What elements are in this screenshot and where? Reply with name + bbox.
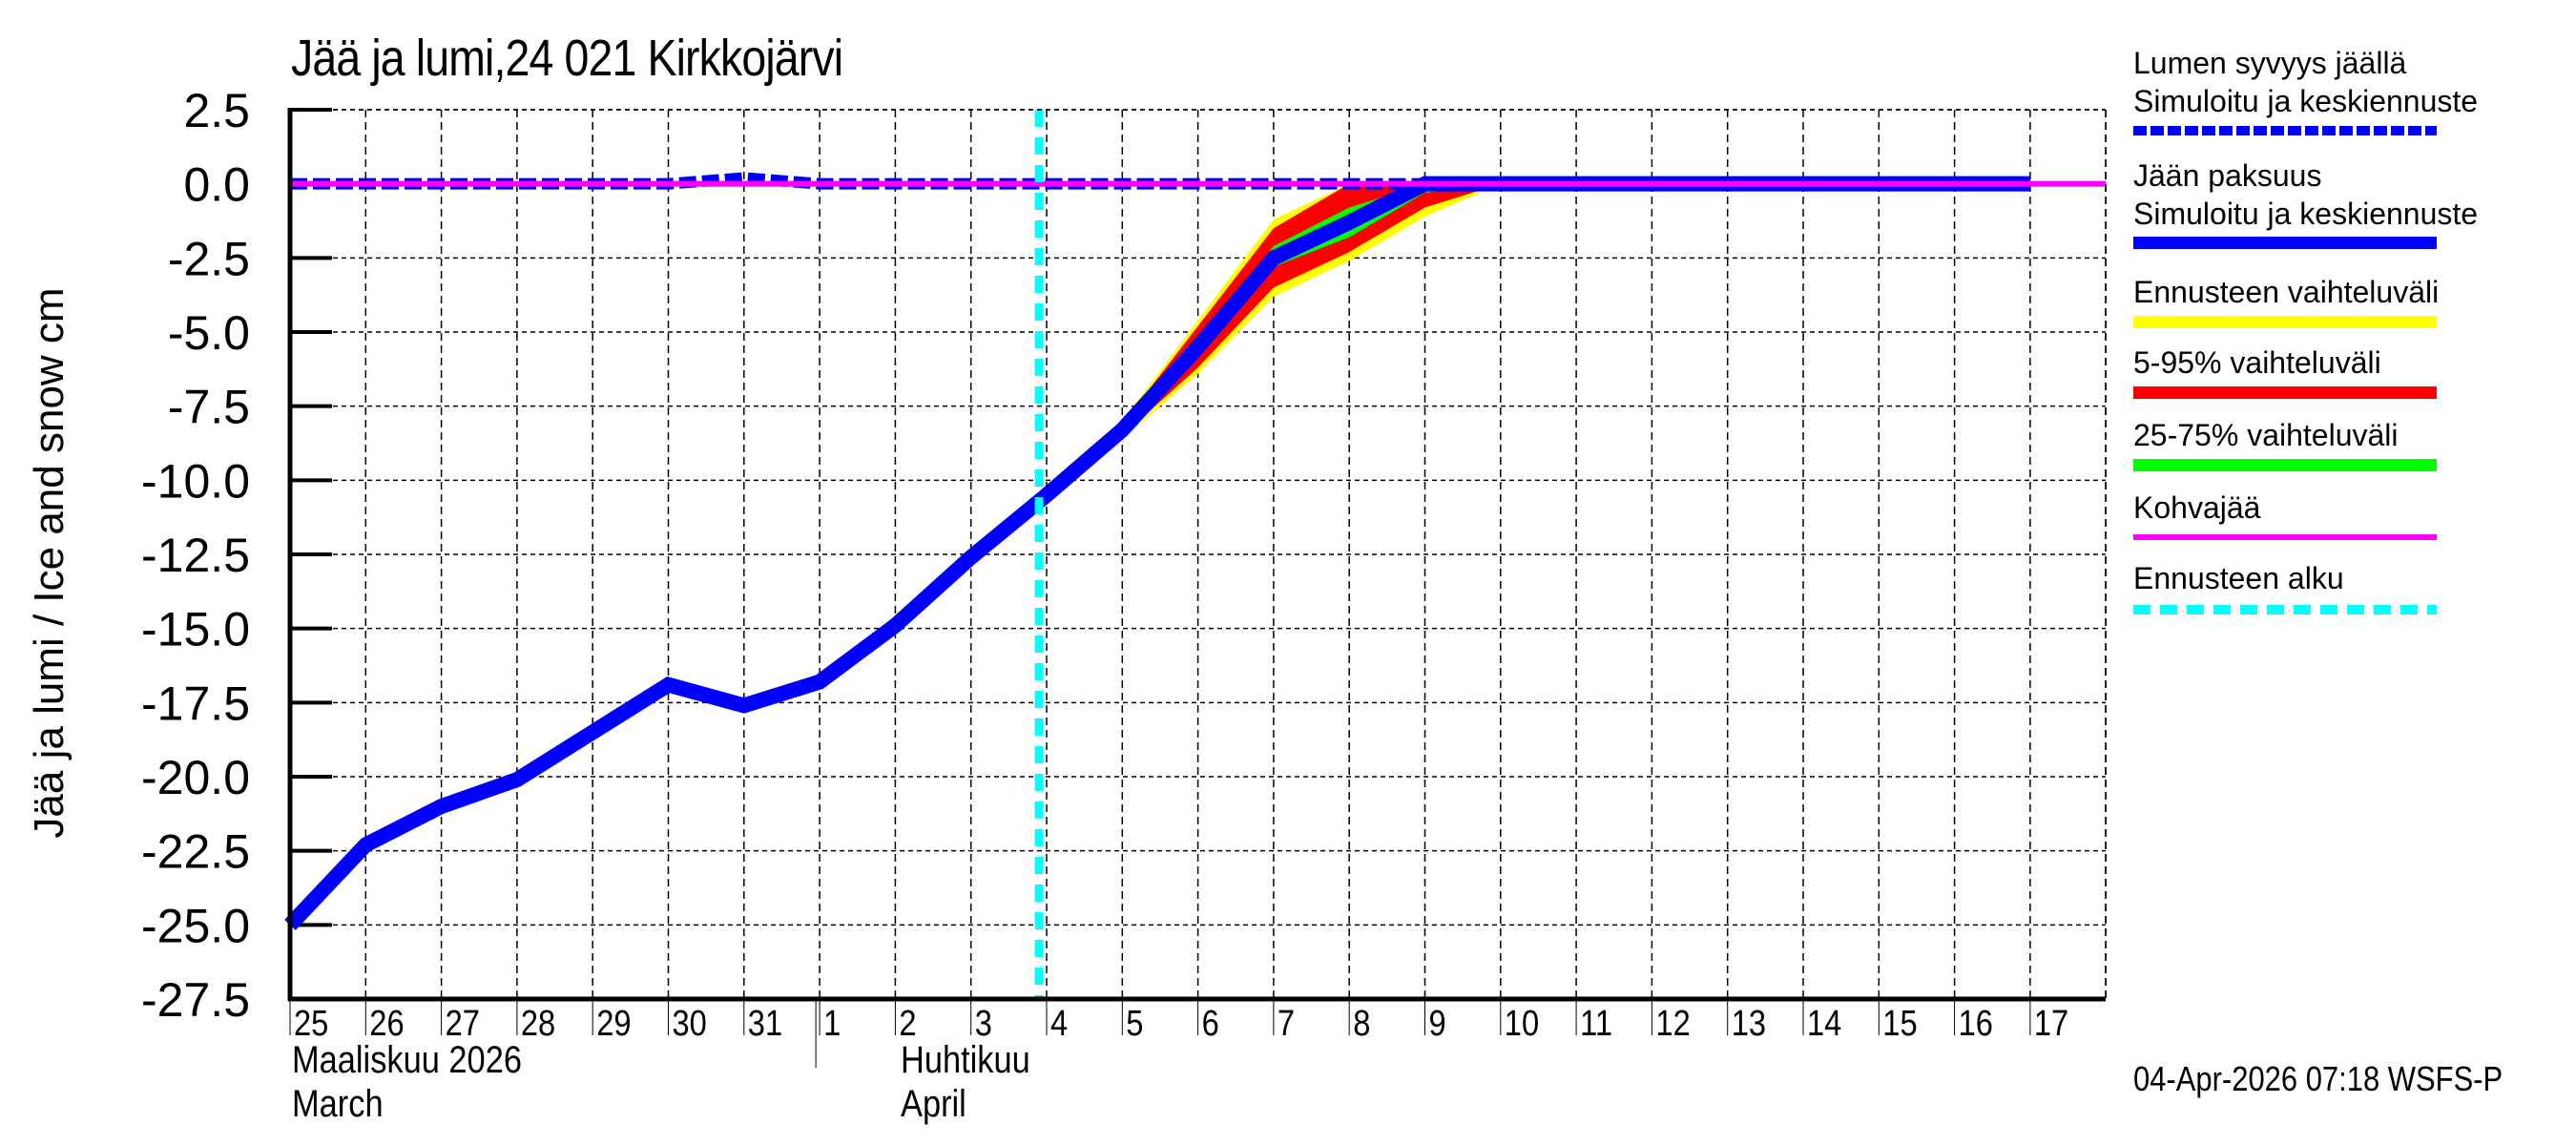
x-tick-label: 6	[1202, 1003, 1219, 1044]
legend-label: 5-95% vaihteluväli	[2133, 345, 2381, 380]
x-tick-label: 15	[1882, 1003, 1917, 1044]
y-tick-label: -5.0	[168, 306, 250, 360]
y-tick-label: -22.5	[141, 825, 250, 879]
legend-swatch-dotted-blue	[2133, 126, 2437, 135]
month-label-april-fi: Huhtikuu	[901, 1039, 1030, 1081]
legend-item-slush-ice: Kohvajää	[2133, 489, 2572, 540]
legend-sublabel: Simuloitu ja keskiennuste	[2133, 84, 2479, 118]
month-label-march: Maaliskuu 2026 March	[292, 1038, 522, 1126]
x-tick-label: 12	[1655, 1003, 1690, 1044]
x-tick-label: 30	[672, 1003, 706, 1044]
y-tick-label: -7.5	[168, 381, 250, 434]
y-tick-label: 2.5	[183, 84, 250, 137]
legend-item-snow-depth: Lumen syvyys jäällä Simuloitu ja keskien…	[2133, 44, 2572, 135]
month-label-april-en: April	[901, 1083, 966, 1125]
x-tick-label: 29	[596, 1003, 631, 1044]
x-tick-label: 2	[899, 1003, 916, 1044]
y-tick-label: -10.0	[141, 454, 250, 508]
legend-item-5-95: 5-95% vaihteluväli	[2133, 344, 2572, 399]
x-tick-label: 28	[521, 1003, 555, 1044]
legend-swatch-solid-blue	[2133, 237, 2437, 249]
x-tick-label: 3	[975, 1003, 992, 1044]
x-tick-label: 11	[1580, 1003, 1612, 1044]
legend-label: Ennusteen alku	[2133, 561, 2344, 595]
y-tick-label: -15.0	[141, 603, 250, 656]
legend-label: Kohvajää	[2133, 490, 2261, 525]
y-tick-label: -17.5	[141, 677, 250, 730]
month-label-april: Huhtikuu April	[901, 1038, 1030, 1126]
x-tick-label: 5	[1126, 1003, 1143, 1044]
x-tick-label: 16	[1959, 1003, 1993, 1044]
y-axis-label: Jää ja lumi / Ice and snow cm	[26, 287, 73, 839]
month-label-march-en: March	[292, 1083, 384, 1125]
legend-label: Lumen syvyys jäällä	[2133, 46, 2407, 80]
legend-swatch-yellow	[2133, 316, 2437, 328]
y-tick-label: -2.5	[168, 232, 250, 285]
x-tick-label: 9	[1429, 1003, 1446, 1044]
x-tick-label: 10	[1505, 1003, 1539, 1044]
x-tick-label: 14	[1807, 1003, 1841, 1044]
month-label-march-fi: Maaliskuu 2026	[292, 1039, 522, 1081]
legend-swatch-cyan-dashed	[2133, 605, 2437, 614]
legend-item-ice-thickness: Jään paksuus Simuloitu ja keskiennuste	[2133, 156, 2572, 249]
legend-swatch-magenta	[2133, 534, 2437, 540]
y-tick-label: 0.0	[183, 158, 250, 212]
legend-label: Jään paksuus	[2133, 158, 2322, 193]
legend-item-forecast-range: Ennusteen vaihteluväli	[2133, 273, 2572, 328]
x-tick-label: 31	[748, 1003, 782, 1044]
x-tick-label: 4	[1050, 1003, 1068, 1044]
x-tick-label: 25	[294, 1003, 328, 1044]
x-tick-label: 27	[446, 1003, 480, 1044]
y-tick-label: -20.0	[141, 751, 250, 804]
timestamp: 04-Apr-2026 07:18 WSFS-P	[2133, 1059, 2503, 1098]
legend-item-forecast-start: Ennusteen alku	[2133, 559, 2572, 614]
y-tick-label: -25.0	[141, 899, 250, 952]
x-tick-label: 1	[823, 1003, 841, 1044]
legend-label: 25-75% vaihteluväli	[2133, 418, 2399, 452]
x-tick-label: 13	[1732, 1003, 1766, 1044]
x-tick-label: 7	[1278, 1003, 1295, 1044]
legend-swatch-red	[2133, 386, 2437, 399]
legend-swatch-green	[2133, 459, 2437, 471]
x-tick-label: 17	[2034, 1003, 2068, 1044]
legend-sublabel: Simuloitu ja keskiennuste	[2133, 197, 2479, 231]
x-tick-label: 8	[1353, 1003, 1370, 1044]
legend-item-25-75: 25-75% vaihteluväli	[2133, 416, 2572, 471]
legend-label: Ennusteen vaihteluväli	[2133, 275, 2440, 309]
chart-title: Jää ja lumi,24 021 Kirkkojärvi	[291, 30, 843, 87]
y-tick-label: -27.5	[141, 973, 250, 1027]
x-tick-label: 26	[369, 1003, 404, 1044]
y-tick-label: -12.5	[141, 529, 250, 582]
